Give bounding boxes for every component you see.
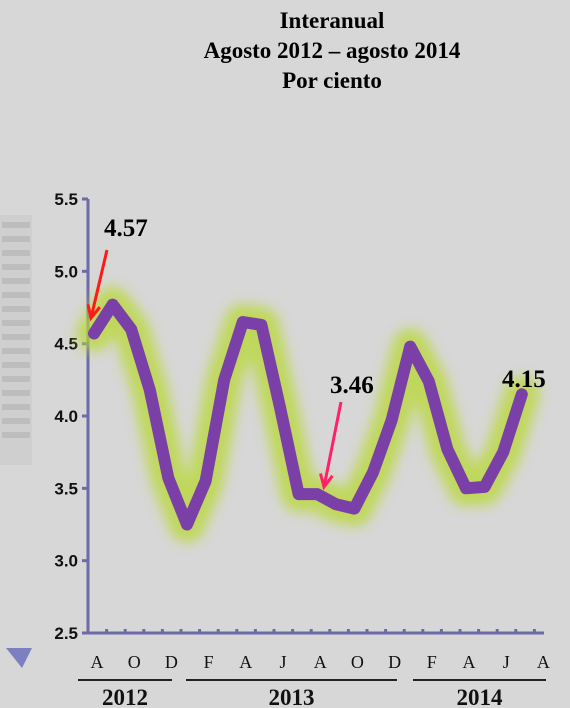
data-point [222,378,226,382]
data-point [427,379,431,383]
y-tick-label: 3.5 [54,479,78,498]
y-tick-label: 5.5 [54,190,78,209]
x-month-label: A [314,652,327,672]
x-month-label: F [427,652,437,672]
data-point [297,492,301,496]
series-line [88,298,528,531]
data-point [334,502,338,506]
decor-stripe [2,404,30,410]
y-tick-label: 4.5 [54,335,78,354]
left-decoration [0,215,32,668]
x-month-label: J [279,652,286,672]
decor-stripe [2,432,30,438]
data-point [408,345,412,349]
data-point [352,507,356,511]
x-year-label: 2012 [102,685,148,708]
annotation-arrow [322,401,343,488]
decor-stripe [2,348,30,354]
data-point [92,332,96,336]
data-point [166,476,170,480]
title-line-1: Interanual [279,8,385,33]
y-axis: 5.5 5.0 4.5 4.0 3.5 3.0 2.5 [54,190,90,643]
data-point [483,485,487,489]
x-month-label: O [128,652,141,672]
y-tick-label: 4.0 [54,407,78,426]
decor-stripe [2,362,30,368]
data-point [464,486,468,490]
data-point [111,303,115,307]
x-month-label: A [463,652,476,672]
decor-stripe [2,292,30,298]
data-label: 3.46 [330,372,374,399]
x-month-label: D [165,652,178,672]
title-line-3: Por ciento [282,68,382,93]
annotation-arrow [89,249,109,319]
decor-stripe [2,390,30,396]
y-tick-label: 2.5 [54,624,78,643]
data-point [185,523,189,526]
x-month-label: J [503,652,510,672]
decor-stripe [2,320,30,326]
x-month-label: A [537,652,550,672]
x-month-label: D [388,652,401,672]
decor-triangle [6,648,32,668]
data-point [148,388,152,392]
data-point [371,470,375,474]
x-month-label: A [91,652,104,672]
decor-stripe [2,418,30,424]
data-point [445,447,449,451]
decor-stripe [2,278,30,284]
data-point [259,323,263,327]
chart-title: Interanual Agosto 2012 – agosto 2014 Por… [0,6,570,96]
data-point [129,327,133,331]
data-point [501,450,505,454]
decor-stripe [2,236,30,242]
decor-stripe [2,222,30,228]
data-point [204,479,208,483]
data-point [315,492,319,496]
x-year-label: 2013 [269,685,315,708]
annotations-layer: 4.57 3.46 4.15 [86,215,546,491]
decor-stripe [2,250,30,256]
annotation-arrowhead [319,473,334,491]
data-point [390,418,394,422]
data-point [520,392,524,396]
data-label: 4.57 [104,215,148,242]
decor-stripe [2,264,30,270]
title-line-2: Agosto 2012 – agosto 2014 [203,38,461,63]
y-tick-label: 5.0 [54,262,78,281]
series-layer [76,286,540,543]
data-label: 4.15 [502,366,546,393]
decor-stripe [2,376,30,382]
x-month-label: O [351,652,364,672]
x-month-label: F [204,652,214,672]
data-point [241,320,245,324]
annotation-arrowhead [86,304,101,322]
y-tick-label: 3.0 [54,552,78,571]
x-axis: A O D F A J A O D F A J A 2012 2013 2014 [78,629,550,708]
decor-stripe [2,334,30,340]
x-year-label: 2014 [457,685,504,708]
decor-stripe [2,306,30,312]
data-point [278,405,282,409]
x-month-label: A [239,652,252,672]
